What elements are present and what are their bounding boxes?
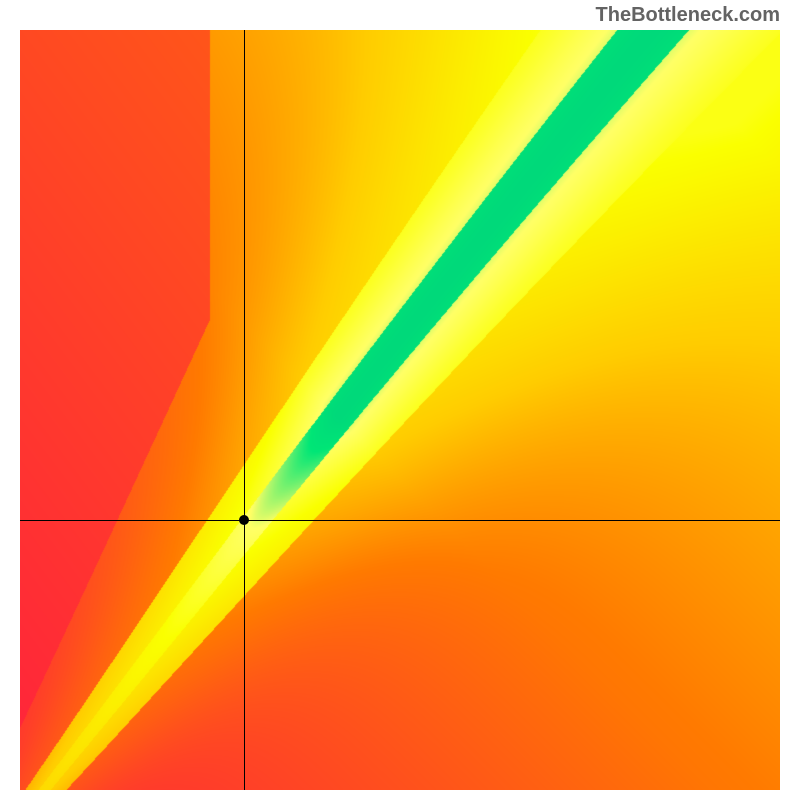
crosshair-vertical (244, 30, 245, 790)
crosshair-horizontal (20, 520, 780, 521)
marker-dot (239, 515, 249, 525)
watermark-text: TheBottleneck.com (596, 4, 780, 27)
heatmap-canvas (20, 30, 780, 790)
heatmap-plot (20, 30, 780, 790)
